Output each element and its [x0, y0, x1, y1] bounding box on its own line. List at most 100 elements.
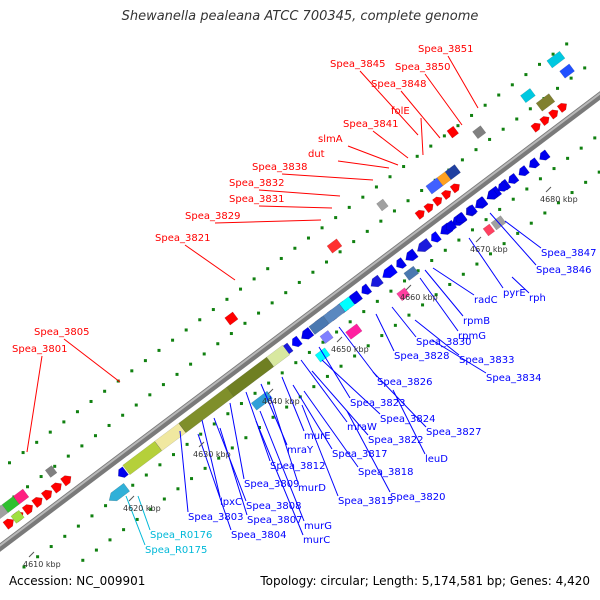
gene-arrow[interactable]	[118, 466, 129, 478]
gene-label[interactable]: Spea_3851	[418, 44, 473, 55]
gene-shape[interactable]	[530, 122, 541, 133]
feature-block[interactable]	[546, 50, 566, 69]
gene-arrow[interactable]	[431, 231, 442, 243]
gene-label[interactable]: Spea_3845	[330, 59, 385, 70]
gene-label[interactable]: Spea_3803	[188, 512, 243, 523]
feature-block[interactable]	[376, 198, 389, 212]
gene-label[interactable]: Spea_3847	[541, 248, 596, 259]
gene-label[interactable]: Spea_3822	[368, 435, 423, 446]
gene-shape[interactable]	[477, 196, 489, 208]
gene-arrow[interactable]	[497, 180, 510, 192]
feature-block[interactable]	[10, 509, 25, 524]
gene-arrow[interactable]	[414, 209, 425, 220]
gene-shape[interactable]	[548, 109, 559, 120]
gene-shape[interactable]	[108, 482, 131, 502]
gene-shape[interactable]	[539, 116, 550, 127]
gene-arrow[interactable]	[108, 482, 131, 502]
gene-label[interactable]: Spea_3809	[244, 479, 299, 490]
gene-arrow[interactable]	[31, 496, 43, 509]
gene-shape[interactable]	[416, 237, 433, 252]
gene-arrow[interactable]	[556, 102, 567, 113]
gene-shape[interactable]	[456, 211, 468, 224]
gene-label[interactable]: Spea_3828	[394, 351, 449, 362]
gene-shape[interactable]	[396, 257, 408, 269]
gene-shape[interactable]	[440, 190, 452, 201]
gene-arrow[interactable]	[361, 283, 373, 295]
gene-shape[interactable]	[118, 466, 129, 478]
gene-arrow[interactable]	[445, 219, 458, 231]
gene-shape[interactable]	[431, 231, 442, 243]
gene-label[interactable]: Spea_3812	[270, 461, 325, 472]
gene-arrow[interactable]	[528, 157, 541, 169]
gene-shape[interactable]	[423, 203, 434, 214]
gene-arrow[interactable]	[301, 326, 315, 340]
feature-block[interactable]	[319, 330, 334, 344]
gene-shape[interactable]	[31, 496, 43, 509]
feature-block[interactable]	[338, 296, 356, 313]
gene-label[interactable]: murD	[298, 483, 326, 494]
gene-arrow[interactable]	[539, 116, 550, 127]
gene-arrow[interactable]	[423, 203, 434, 214]
feature-block[interactable]	[396, 287, 411, 302]
feature-block[interactable]	[535, 93, 556, 112]
gene-label[interactable]: Spea_3821	[155, 233, 210, 244]
gene-arrow[interactable]	[416, 237, 433, 252]
gene-label[interactable]: Spea_3834	[486, 373, 541, 384]
gene-arrow[interactable]	[291, 335, 303, 348]
feature-block[interactable]	[520, 88, 536, 104]
gene-arrow[interactable]	[477, 196, 489, 208]
gene-label[interactable]: Spea_3830	[416, 337, 471, 348]
gene-label[interactable]: Spea_3823	[350, 398, 405, 409]
feature-block[interactable]	[326, 238, 343, 254]
gene-shape[interactable]	[60, 475, 72, 487]
gene-label[interactable]: Spea_R0175	[145, 545, 207, 556]
gene-shape[interactable]	[518, 165, 530, 177]
gene-label[interactable]: Spea_3831	[229, 194, 284, 205]
gene-label[interactable]: Spea_3833	[459, 355, 514, 366]
gene-label[interactable]: leuD	[425, 454, 448, 465]
gene-shape[interactable]	[432, 196, 443, 207]
gene-label[interactable]: Spea_3807	[247, 515, 302, 526]
gene-label[interactable]: Spea_3805	[34, 327, 89, 338]
gene-arrow[interactable]	[539, 149, 551, 161]
gene-label[interactable]: dut	[308, 149, 325, 160]
gene-shape[interactable]	[405, 248, 419, 262]
gene-shape[interactable]	[370, 274, 384, 288]
gene-arrow[interactable]	[50, 482, 62, 494]
feature-block[interactable]	[224, 311, 239, 326]
gene-shape[interactable]	[2, 518, 14, 530]
gene-arrow[interactable]	[440, 190, 452, 201]
gene-label[interactable]: radC	[474, 295, 498, 306]
gene-label[interactable]: Spea_3826	[377, 377, 432, 388]
gene-label[interactable]: Spea_3846	[536, 265, 591, 276]
gene-arrow[interactable]	[508, 172, 520, 184]
gene-shape[interactable]	[508, 172, 520, 184]
gene-label[interactable]: Spea_3841	[343, 119, 398, 130]
gene-shape[interactable]	[487, 188, 499, 200]
gene-arrow[interactable]	[21, 504, 33, 516]
gene-label[interactable]: mraY	[287, 445, 314, 456]
gene-arrow[interactable]	[370, 274, 384, 288]
gene-label[interactable]: Spea_3824	[380, 414, 435, 425]
gene-label[interactable]: Spea_3850	[395, 62, 450, 73]
gene-label[interactable]: Spea_R0176	[150, 530, 212, 541]
gene-label[interactable]: Spea_3804	[231, 530, 286, 541]
gene-shape[interactable]	[449, 183, 460, 194]
gene-shape[interactable]	[497, 180, 510, 192]
gene-label[interactable]: mraW	[347, 422, 377, 433]
gene-label[interactable]: Spea_3838	[252, 162, 307, 173]
gene-arrow[interactable]	[530, 122, 541, 133]
gene-arrow[interactable]	[396, 257, 408, 269]
gene-shape[interactable]	[556, 102, 567, 113]
gene-arrow[interactable]	[2, 518, 14, 530]
feature-block[interactable]	[266, 344, 291, 368]
gene-label[interactable]: murE	[304, 431, 331, 442]
gene-label[interactable]: Spea_3832	[229, 178, 284, 189]
gene-label[interactable]: Spea_3848	[371, 79, 426, 90]
gene-shape[interactable]	[382, 264, 398, 279]
feature-block[interactable]	[345, 323, 363, 340]
gene-shape[interactable]	[445, 219, 458, 231]
gene-label[interactable]: Spea_3829	[185, 211, 240, 222]
feature-block[interactable]	[250, 390, 273, 411]
gene-shape[interactable]	[414, 209, 425, 220]
